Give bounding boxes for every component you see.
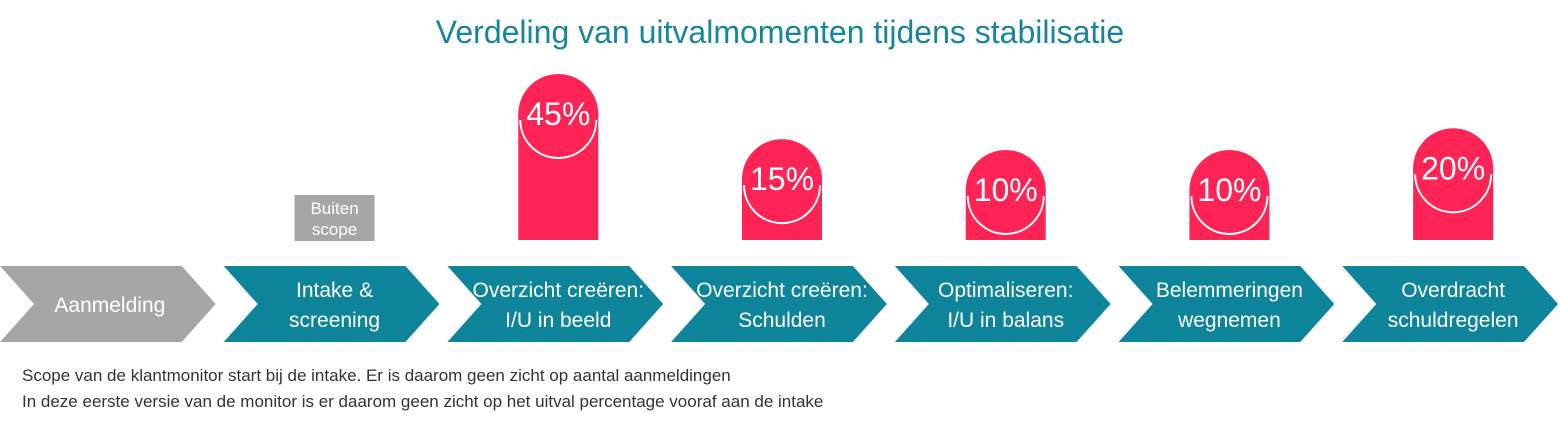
bar-cap-rim (966, 195, 1045, 235)
bar-cap (742, 139, 822, 220)
process-step-chevron (671, 266, 887, 342)
category-label: I/U in beeld (505, 309, 611, 332)
category-label: Overzicht creëren: (473, 279, 645, 302)
data-label: 15% (750, 161, 814, 197)
category-label: Aanmelding (54, 294, 165, 317)
bar-cap-rim (1190, 195, 1269, 235)
bar-cap (1413, 128, 1494, 209)
category-label: schuldregelen (1388, 309, 1519, 332)
bar-cap (1189, 150, 1270, 230)
category-label: screening (289, 309, 380, 332)
category-label: Overzicht creëren: (696, 279, 868, 302)
data-label: 20% (1421, 150, 1485, 186)
footnote-1: Scope van de klantmonitor start bij de i… (22, 366, 731, 385)
process-step-chevron (0, 266, 216, 342)
footnote-2: In deze eerste versie van de monitor is … (22, 392, 824, 411)
category-label: wegnemen (1177, 309, 1281, 332)
chart-title: Verdeling van uitvalmomenten tijdens sta… (435, 14, 1125, 50)
process-step-chevron (1342, 266, 1558, 342)
category-label: Intake & (296, 279, 373, 302)
out-of-scope-label: Buiten (310, 199, 358, 218)
data-label: 10% (1197, 172, 1261, 208)
bar-cap-rim (743, 185, 821, 225)
process-step-chevron (1118, 266, 1335, 342)
bar-cap-rim (1414, 174, 1493, 214)
category-label: Optimaliseren: (938, 279, 1073, 302)
category-label: Schulden (738, 309, 826, 332)
bar-cap-rim (519, 119, 598, 159)
out-of-scope-box (294, 195, 375, 241)
bar-cap (518, 74, 599, 154)
process-step-chevron (223, 266, 440, 342)
out-of-scope-label: scope (312, 220, 357, 239)
category-label: I/U in balans (947, 309, 1064, 332)
data-label: 45% (526, 96, 590, 132)
process-step-chevron (894, 266, 1111, 342)
category-label: Overdracht (1401, 279, 1505, 302)
category-label: Belemmeringen (1156, 279, 1303, 302)
bar-cap (965, 150, 1046, 230)
process-step-chevron (447, 266, 664, 342)
data-label: 10% (974, 172, 1038, 208)
